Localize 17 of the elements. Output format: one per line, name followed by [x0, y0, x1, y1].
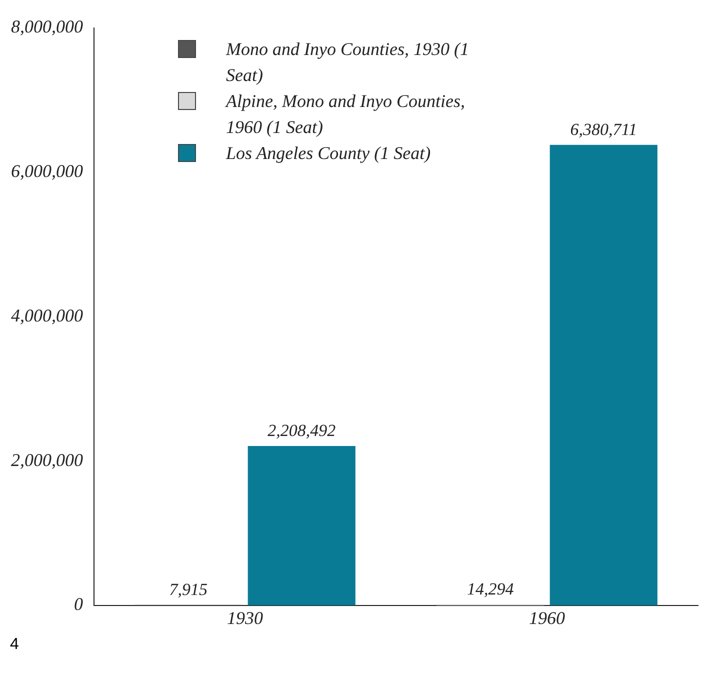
bar: [248, 446, 356, 606]
legend-label: Mono and Inyo Counties, 1930 (1 Seat): [226, 38, 470, 87]
text: 4: [10, 636, 19, 654]
y-tick-label: 4,000,000: [11, 305, 83, 326]
data-label: 2,208,492: [268, 420, 336, 440]
y-tick-label: 2,000,000: [11, 450, 83, 470]
data-label: 7,915: [169, 580, 208, 599]
bar: [550, 144, 658, 606]
y-tick-label: 8,000,000: [11, 16, 83, 37]
legend-label: Los Angeles County (1 Seat): [226, 142, 432, 165]
data-label: 14,294: [467, 579, 514, 598]
legend-label: Alpine, Mono and Inyo Counties, 1960 (1 Seat): [226, 90, 466, 139]
data-label: 6,380,711: [570, 120, 637, 139]
x-tick-label: 1960: [529, 608, 565, 628]
y-tick-label: 0: [74, 594, 83, 614]
y-tick-label: 6,000,000: [11, 161, 83, 182]
x-tick-label: 1930: [227, 608, 263, 628]
